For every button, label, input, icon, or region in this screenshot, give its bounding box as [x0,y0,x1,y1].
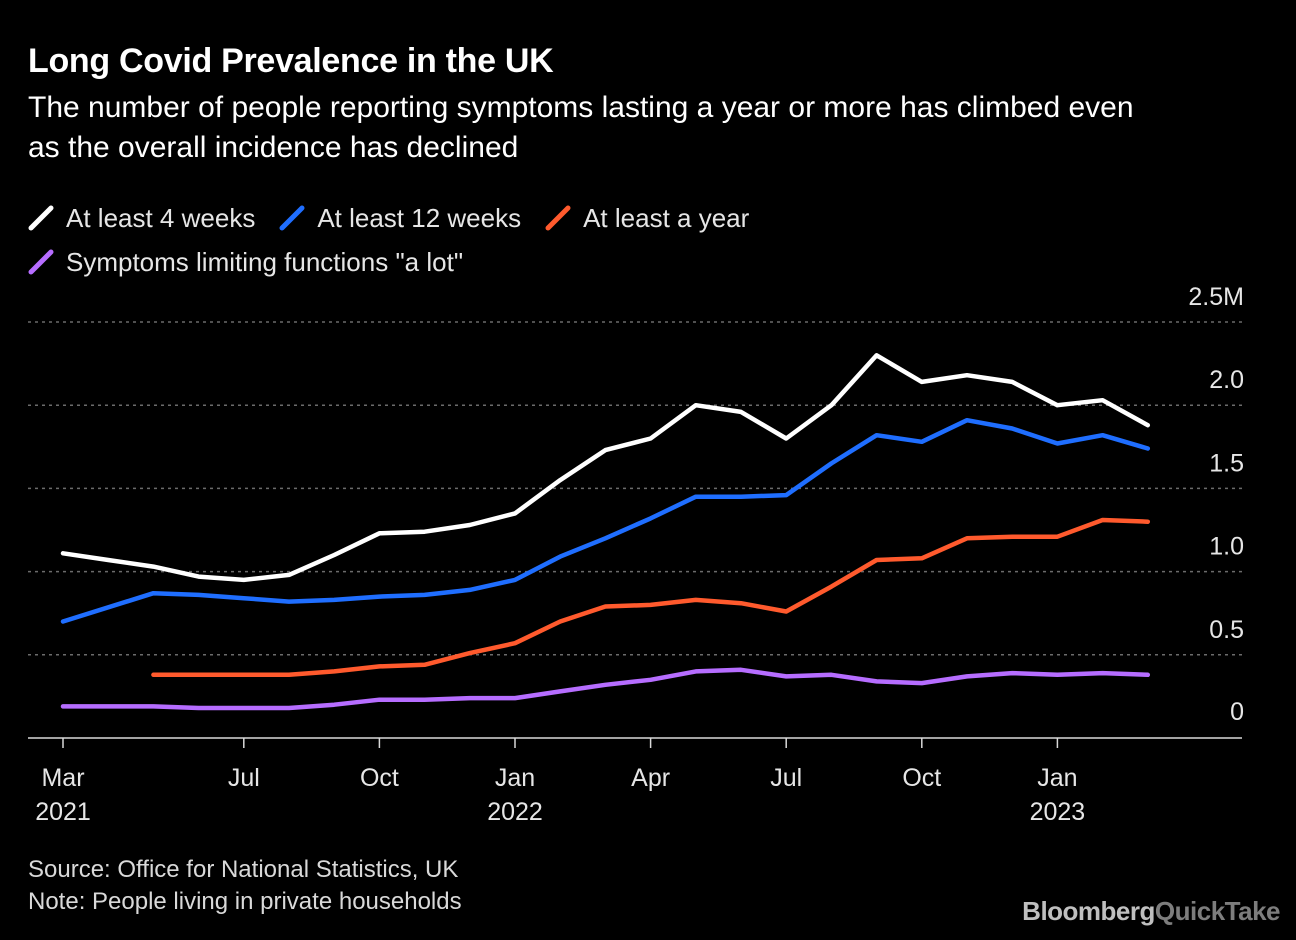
source-note: Source: Office for National Statistics, … [28,856,459,883]
series-line-2 [151,517,1151,678]
x-tick-label-3: Jan [495,764,535,792]
legend-label-12-weeks: At least 12 weeks [317,202,522,233]
x-tick-label-1: Jul [228,764,260,792]
brand-bloomberg: Bloomberg [1022,896,1155,926]
legend-label-a-year: At least a year [583,202,750,233]
chart-subtitle: The number of people reporting symptoms … [28,91,1134,164]
x-tick-label-0: Mar [41,764,84,792]
series-line-3 [60,667,1151,711]
chart-legend: At least 4 weeks At least 12 weeks At le… [28,196,1028,284]
x-tick-year-7: 2023 [1030,798,1086,826]
x-tick-year-3: 2022 [487,798,543,826]
legend-item-12-weeks: At least 12 weeks [279,203,521,234]
y-tick-label-1: 0.5 [1209,616,1244,644]
series-line-0 [60,353,1151,583]
y-tick-label-4: 2.0 [1209,366,1244,394]
y-tick-label-0: 0 [1230,698,1244,726]
x-tick-year-0: 2021 [35,798,91,826]
legend-row-1: At least 4 weeks At least 12 weeks At le… [28,196,1028,240]
legend-label-limiting: Symptoms limiting functions "a lot" [66,246,464,277]
y-tick-label-5: 2.5M [1188,283,1244,311]
x-tick-label-6: Oct [902,764,941,792]
y-tick-label-3: 1.5 [1209,449,1244,477]
legend-label-4-weeks: At least 4 weeks [66,202,256,233]
x-tick-label-2: Oct [360,764,399,792]
x-tick-label-4: Apr [631,764,670,792]
legend-row-2: Symptoms limiting functions "a lot" [28,240,1028,284]
legend-swatch-4-weeks [28,205,54,231]
legend-item-a-year: At least a year [545,203,749,234]
x-tick-label-7: Jan [1037,764,1077,792]
legend-item-limiting: Symptoms limiting functions "a lot" [28,247,463,278]
legend-swatch-12-weeks [279,205,305,231]
population-note: Note: People living in private household… [28,888,462,915]
legend-swatch-a-year [545,205,571,231]
chart-title: Long Covid Prevalence in the UK [28,42,554,80]
legend-item-4-weeks: At least 4 weeks [28,203,255,234]
bloomberg-quicktake-logo: BloombergQuickTake [1022,896,1280,927]
y-tick-label-2: 1.0 [1209,533,1244,561]
legend-swatch-limiting [28,249,54,275]
series-line-1 [60,417,1151,624]
x-tick-label-5: Jul [770,764,802,792]
brand-quicktake: QuickTake [1154,896,1281,926]
chart-footer: Source: Office for National Statistics, … [28,854,462,918]
